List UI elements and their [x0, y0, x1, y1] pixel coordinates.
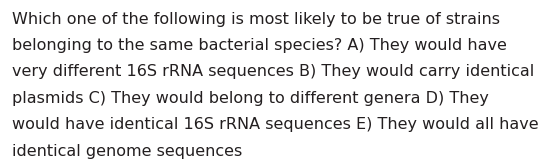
Text: Which one of the following is most likely to be true of strains: Which one of the following is most likel… — [12, 12, 501, 27]
Text: very different 16S rRNA sequences B) They would carry identical: very different 16S rRNA sequences B) The… — [12, 64, 535, 79]
Text: would have identical 16S rRNA sequences E) They would all have: would have identical 16S rRNA sequences … — [12, 117, 539, 132]
Text: identical genome sequences: identical genome sequences — [12, 144, 243, 159]
Text: belonging to the same bacterial species? A) They would have: belonging to the same bacterial species?… — [12, 38, 507, 53]
Text: plasmids C) They would belong to different genera D) They: plasmids C) They would belong to differe… — [12, 91, 489, 106]
